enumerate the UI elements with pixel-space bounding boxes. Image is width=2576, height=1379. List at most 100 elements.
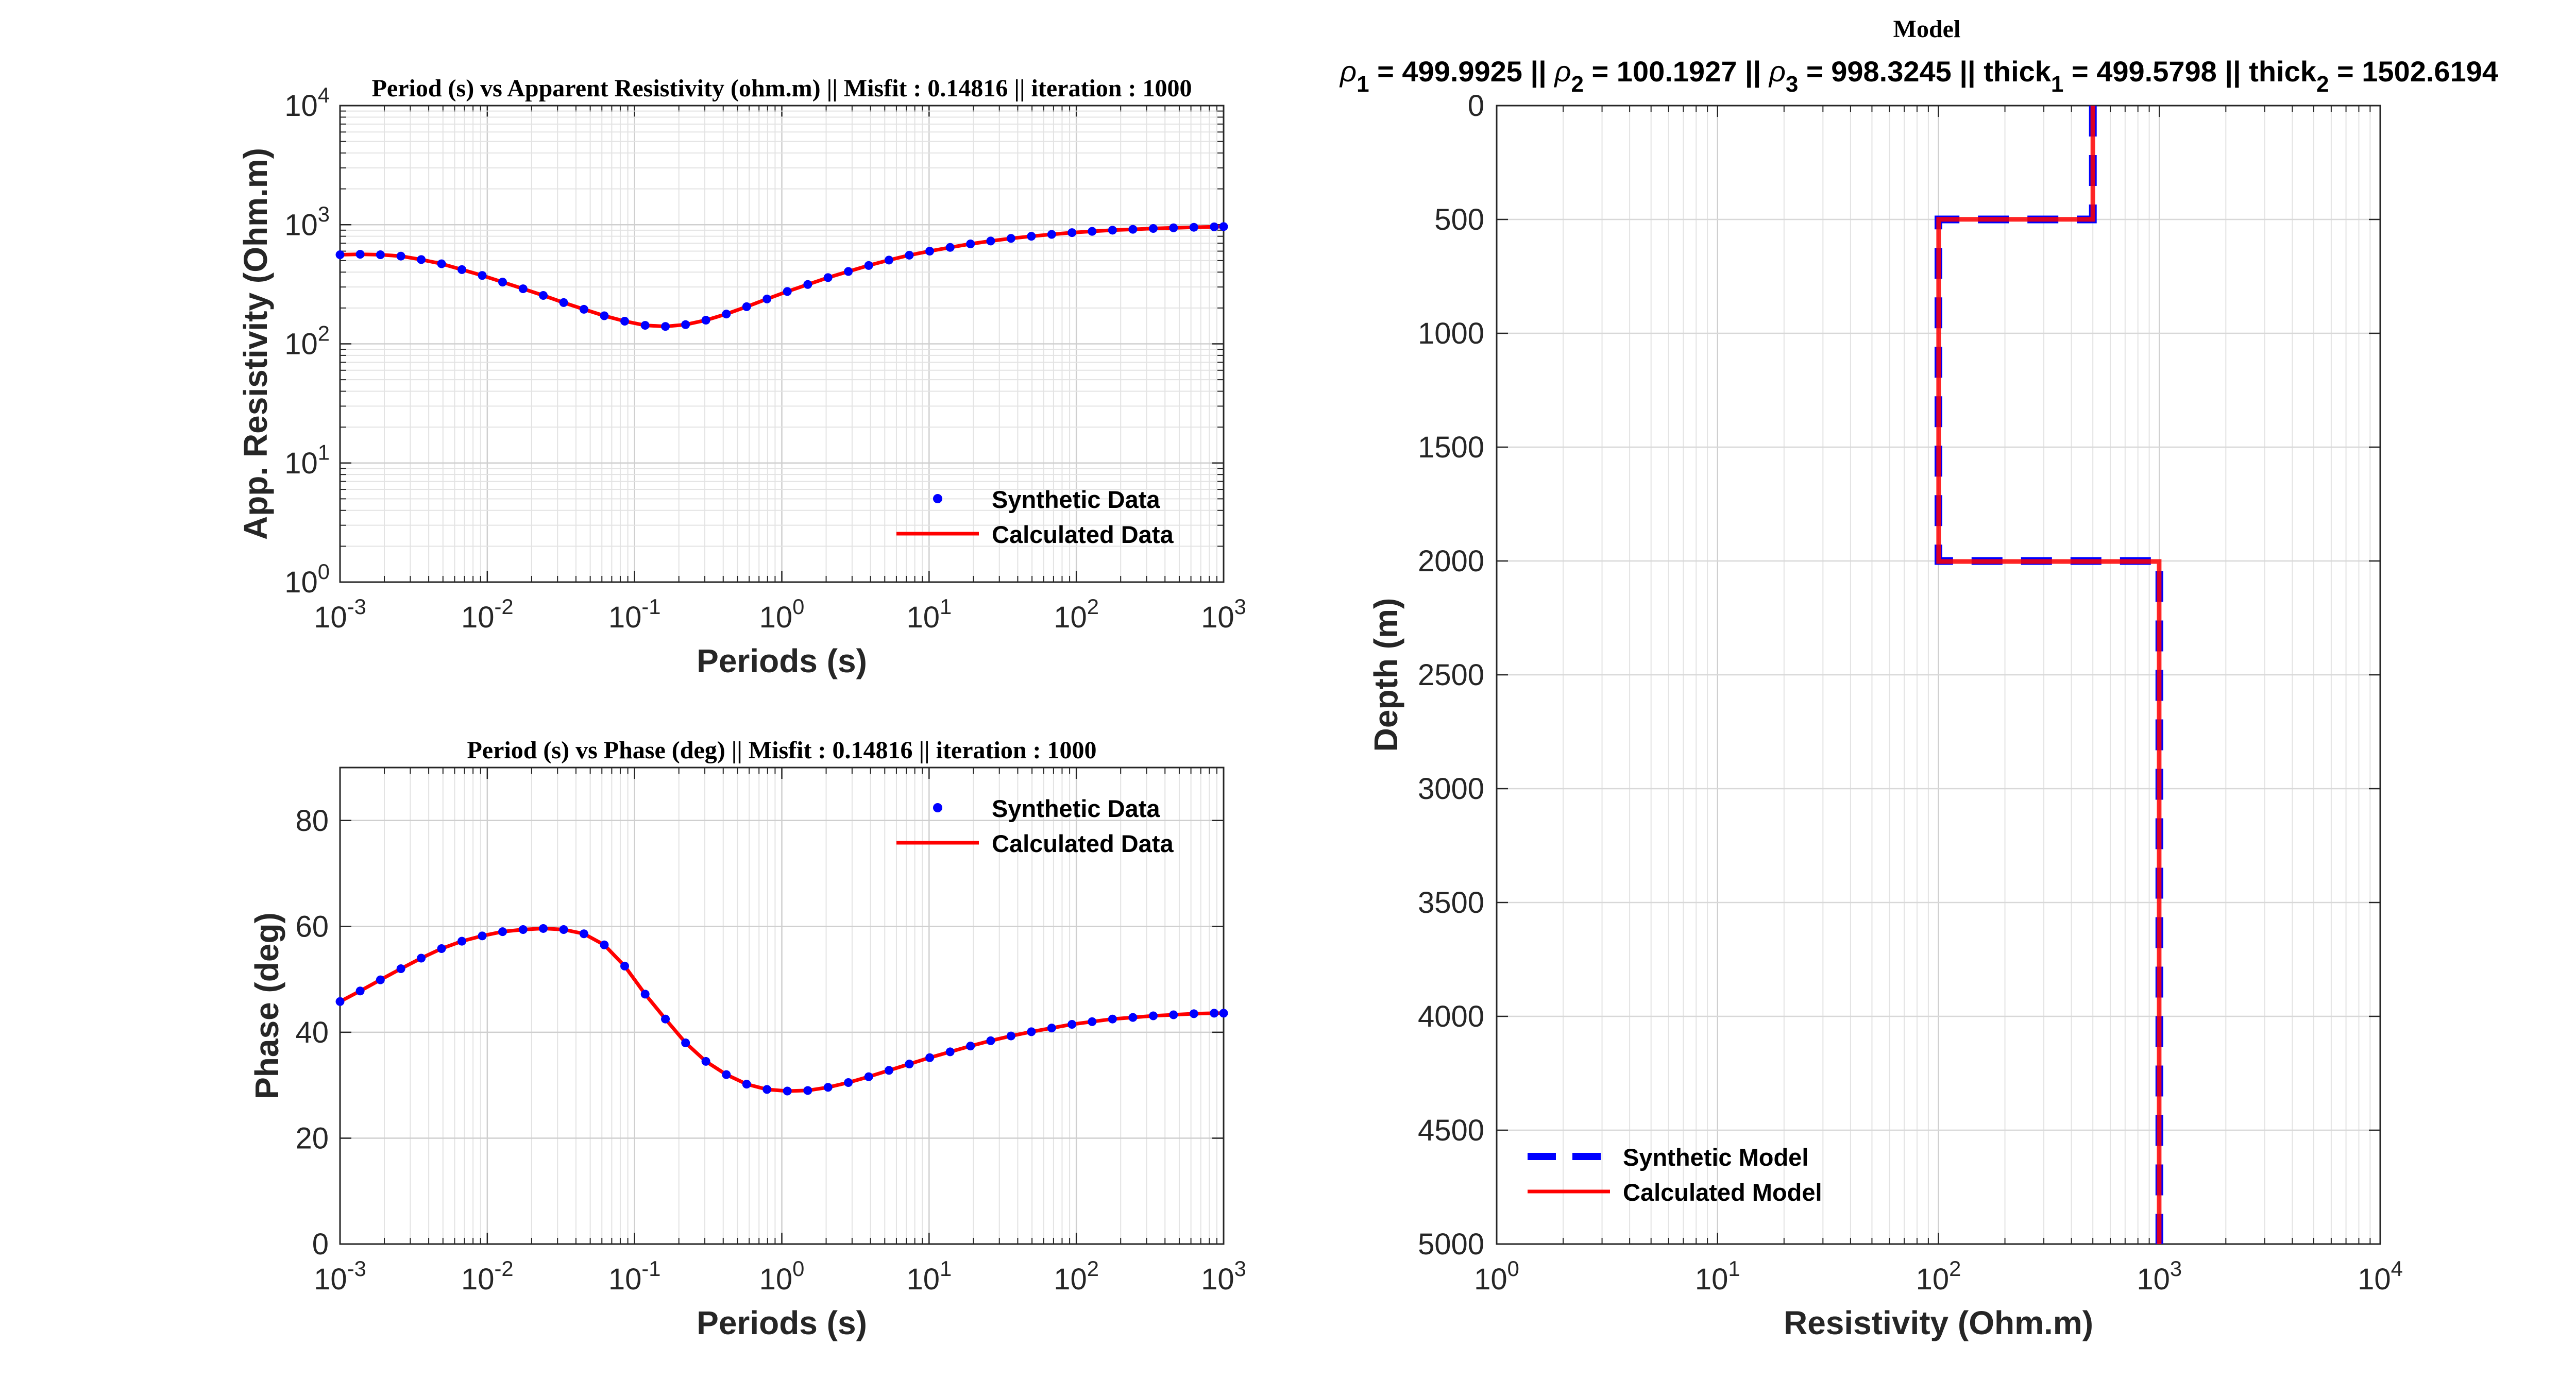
synthetic-data-point [1148, 1011, 1158, 1020]
legend-label: Synthetic Data [992, 795, 1160, 822]
tick-label: 100 [284, 559, 330, 599]
tick-label: 20 [295, 1121, 329, 1155]
tick-label: 4000 [1418, 1000, 1484, 1033]
synthetic-data-point [1006, 234, 1015, 243]
tick-label: 80 [295, 804, 329, 838]
tick-label: 102 [1054, 594, 1099, 634]
synthetic-data-point [437, 944, 446, 953]
synthetic-data-point [355, 986, 365, 996]
tick-label: 101 [1695, 1256, 1740, 1296]
synthetic-data-point [498, 278, 507, 287]
synthetic-data-point [905, 250, 914, 260]
tick-label: 0 [312, 1228, 329, 1261]
tick-label: 60 [295, 910, 329, 943]
synthetic-data-point [1219, 222, 1228, 231]
synthetic-data-point [722, 310, 731, 319]
synthetic-data-point [559, 298, 568, 307]
legend-label: Calculated Data [992, 521, 1174, 548]
synthetic-data-point [1169, 223, 1178, 232]
tick-label: 10-3 [314, 594, 366, 634]
chart-title: Model [1893, 15, 1961, 43]
synthetic-data-point [925, 247, 935, 256]
phase-panel: 10-3 10-2 10-1 100 101 102 103 0 20 40 60 80 Period … [248, 737, 1246, 1341]
synthetic-data-point [823, 273, 833, 282]
synthetic-data-point [783, 287, 792, 296]
synthetic-data-point [498, 927, 507, 937]
tick-label: 103 [1201, 1256, 1246, 1296]
synthetic-data-point [844, 1078, 853, 1087]
tick-label: 102 [284, 321, 330, 361]
synthetic-data-point [518, 925, 528, 934]
chart-title: Period (s) vs Apparent Resistivity (ohm.… [372, 75, 1192, 102]
tick-label: 103 [284, 202, 330, 242]
synthetic-data-point [1027, 1027, 1036, 1036]
tick-label: 104 [2358, 1256, 2403, 1296]
tick-label: 10-1 [608, 1256, 661, 1296]
synthetic-data-point [335, 997, 345, 1006]
synthetic-data-point [884, 256, 893, 265]
tick-label: 40 [295, 1016, 329, 1049]
y-axis-label: Phase (deg) [248, 912, 285, 1099]
y-axis-label: App. Resistivity (Ohm.m) [237, 148, 274, 540]
synthetic-data-point [335, 250, 345, 259]
synthetic-data-point [1067, 1019, 1077, 1029]
x-axis-label: Resistivity (Ohm.m) [1784, 1304, 2093, 1341]
synthetic-data-point [417, 255, 426, 264]
tick-label: 4500 [1418, 1114, 1484, 1147]
tick-label: 102 [1054, 1256, 1099, 1296]
synthetic-data-point [1189, 1009, 1198, 1018]
legend-label: Synthetic Data [992, 486, 1160, 513]
tick-label: 101 [906, 1256, 952, 1296]
synthetic-data-point [742, 302, 751, 311]
tick-label: 2000 [1418, 544, 1484, 578]
synthetic-data-point [1006, 1031, 1015, 1041]
tick-label: 1000 [1418, 317, 1484, 350]
synthetic-data-point [1047, 1024, 1056, 1033]
tick-label: 103 [1201, 594, 1246, 634]
tick-label: 1500 [1418, 431, 1484, 464]
synthetic-data-point [1219, 1009, 1228, 1018]
tick-label: 10-2 [461, 1256, 514, 1296]
synthetic-data-point [722, 1070, 731, 1079]
synthetic-data-point [1169, 1010, 1178, 1019]
synthetic-data-point [701, 316, 710, 325]
tick-label: 5000 [1418, 1228, 1484, 1261]
tick-label: 102 [1916, 1256, 1961, 1296]
synthetic-data-point [966, 1042, 975, 1051]
synthetic-data-point [600, 940, 609, 949]
resistivity-panel: 10-3 10-2 10-1 100 101 102 103 100 101 102 103 104 P… [237, 75, 1246, 679]
legend-marker [933, 494, 942, 503]
synthetic-data-point [478, 271, 487, 280]
synthetic-data-point [762, 294, 772, 303]
synthetic-data-point [579, 304, 588, 314]
synthetic-data-point [1148, 224, 1158, 233]
tick-label: 10-1 [608, 594, 661, 634]
synthetic-data-point [986, 1036, 995, 1045]
synthetic-data-point [742, 1080, 751, 1089]
tick-label: 10-3 [314, 1256, 366, 1296]
synthetic-data-point [661, 1014, 670, 1024]
y-axis-label: Depth (m) [1367, 598, 1404, 752]
synthetic-data-point [905, 1060, 914, 1069]
synthetic-data-point [1088, 1017, 1097, 1026]
tick-label: 101 [906, 594, 952, 634]
synthetic-data-point [620, 316, 630, 326]
x-axis-label: Periods (s) [697, 642, 867, 679]
synthetic-data-point [518, 284, 528, 294]
tick-label: 10-2 [461, 594, 514, 634]
synthetic-data-point [783, 1086, 792, 1096]
x-axis-label: Periods (s) [697, 1304, 867, 1341]
synthetic-data-point [396, 964, 405, 974]
tick-label: 100 [759, 1256, 805, 1296]
synthetic-data-point [701, 1057, 710, 1066]
synthetic-data-point [803, 1086, 812, 1095]
synthetic-data-point [1067, 228, 1077, 237]
synthetic-data-point [945, 1047, 955, 1057]
synthetic-data-point [640, 321, 650, 330]
tick-label: 0 [1468, 89, 1484, 123]
synthetic-data-point [986, 236, 995, 246]
tick-label: 103 [2137, 1256, 2182, 1296]
tick-label: 500 [1434, 203, 1484, 236]
axes-frame [1496, 105, 2381, 1245]
